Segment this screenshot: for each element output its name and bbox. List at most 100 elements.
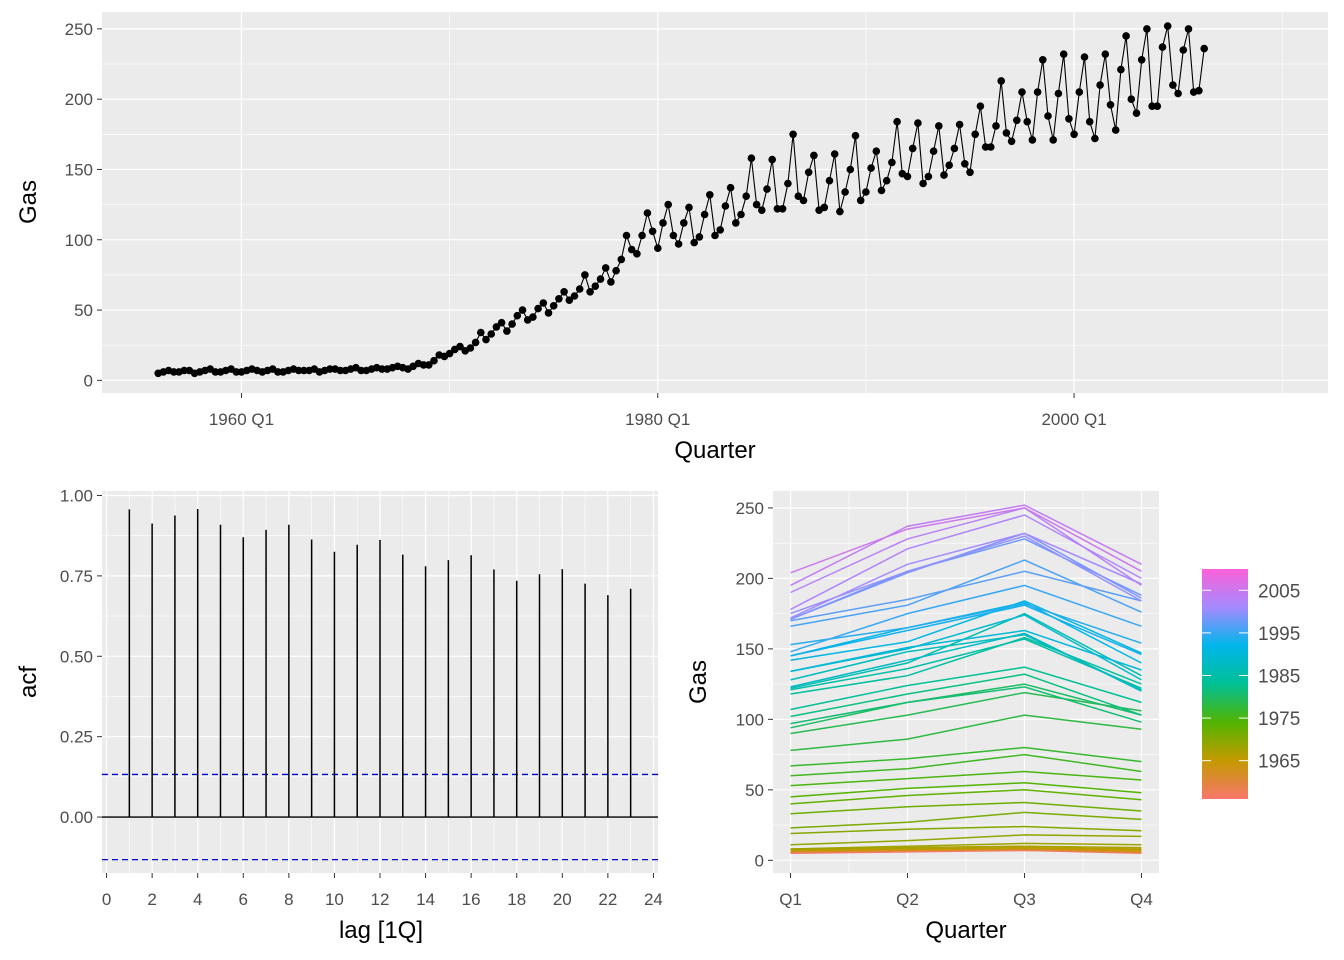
data-point bbox=[643, 209, 652, 217]
data-point bbox=[1028, 136, 1037, 144]
season-line bbox=[790, 507, 1142, 574]
data-point bbox=[1132, 109, 1141, 117]
data-point bbox=[846, 165, 855, 174]
data-point bbox=[961, 160, 969, 168]
data-point bbox=[976, 102, 985, 110]
x-tick-label: 2000 Q1 bbox=[1041, 410, 1106, 429]
data-point bbox=[492, 323, 501, 331]
season-line bbox=[790, 846, 1142, 852]
data-point bbox=[170, 368, 178, 376]
data-point bbox=[872, 147, 881, 155]
season-line bbox=[790, 532, 1142, 619]
data-point bbox=[877, 186, 886, 195]
data-point bbox=[830, 150, 839, 158]
season-line bbox=[790, 603, 1142, 646]
x-tick-label: 0 bbox=[102, 890, 111, 909]
data-point bbox=[445, 349, 454, 358]
x-tick-label: 6 bbox=[239, 890, 248, 909]
legend-label: 1995 bbox=[1258, 624, 1300, 645]
data-point bbox=[232, 368, 241, 376]
y-tick-label: 0 bbox=[84, 371, 93, 390]
data-point bbox=[763, 185, 771, 193]
data-point bbox=[622, 231, 631, 240]
data-point bbox=[882, 176, 891, 185]
data-point bbox=[997, 77, 1005, 85]
x-tick-label: 10 bbox=[325, 890, 344, 909]
data-point bbox=[726, 183, 735, 192]
data-point bbox=[1091, 134, 1099, 143]
season-line bbox=[790, 691, 1142, 735]
data-point bbox=[747, 154, 756, 162]
y-tick-label: 0.75 bbox=[60, 567, 93, 586]
data-point bbox=[856, 196, 865, 205]
x-tick-label: 18 bbox=[507, 890, 526, 909]
x-tick-label: 2 bbox=[147, 890, 156, 909]
data-point bbox=[789, 130, 797, 139]
data-point bbox=[430, 356, 438, 365]
data-point bbox=[810, 151, 818, 160]
data-point bbox=[851, 131, 860, 140]
data-point bbox=[477, 328, 485, 337]
data-point bbox=[1184, 25, 1193, 33]
season-line bbox=[790, 782, 1142, 798]
data-point bbox=[862, 188, 870, 196]
data-point bbox=[732, 219, 740, 227]
season-line bbox=[790, 746, 1142, 767]
data-point bbox=[695, 233, 704, 241]
season-line bbox=[790, 629, 1142, 673]
y-tick-label: 150 bbox=[65, 160, 93, 179]
data-point bbox=[820, 203, 829, 212]
data-point bbox=[1143, 25, 1151, 33]
data-point bbox=[669, 231, 678, 240]
data-point bbox=[971, 130, 979, 139]
data-point bbox=[1023, 117, 1031, 126]
x-tick-label: 24 bbox=[644, 890, 663, 909]
y-tick-label: 50 bbox=[74, 301, 93, 320]
y-tick-label: 0.25 bbox=[60, 728, 93, 747]
season-line bbox=[790, 666, 1142, 711]
season-line bbox=[790, 834, 1142, 846]
data-point bbox=[211, 368, 220, 376]
season-line bbox=[790, 507, 1142, 594]
data-point bbox=[513, 311, 522, 320]
data-point bbox=[555, 295, 563, 303]
data-point bbox=[981, 143, 990, 151]
data-point bbox=[1018, 88, 1026, 96]
season-line bbox=[790, 789, 1142, 805]
data-point bbox=[300, 366, 308, 375]
time-plot-panel: 0 50 100 150 200 250 1960 Q1 1980 Q1 2000 Q1 Qua… bbox=[15, 12, 1328, 464]
data-point bbox=[711, 231, 719, 240]
data-point bbox=[992, 122, 1000, 130]
data-point bbox=[1148, 102, 1156, 110]
season-line bbox=[790, 842, 1142, 850]
data-point bbox=[685, 203, 693, 212]
legend-label: 1975 bbox=[1258, 709, 1300, 730]
data-point bbox=[419, 361, 428, 369]
data-point bbox=[966, 168, 974, 177]
data-point bbox=[841, 188, 849, 196]
data-point bbox=[1200, 44, 1208, 53]
data-point bbox=[1044, 112, 1052, 120]
season-plot-panel: 0 50 100 150 200 250 Q1 Q2 Q3 Q4 Quarter Gas 2005… bbox=[685, 491, 1300, 944]
season-line bbox=[790, 673, 1142, 718]
data-point bbox=[534, 304, 542, 313]
data-point bbox=[1127, 95, 1136, 103]
data-point bbox=[935, 122, 943, 130]
data-point bbox=[1174, 89, 1182, 98]
x-tick-label: Q2 bbox=[896, 890, 919, 909]
data-point bbox=[471, 338, 480, 347]
data-point bbox=[638, 231, 646, 240]
season-line bbox=[790, 600, 1142, 661]
data-point bbox=[336, 366, 345, 375]
data-point bbox=[1070, 130, 1078, 139]
season-line bbox=[790, 604, 1142, 657]
data-point bbox=[1013, 116, 1021, 125]
season-plot-x-axis-label: Quarter bbox=[925, 917, 1006, 944]
data-point bbox=[508, 320, 516, 328]
acf-plot-x-axis-label: lag [1Q] bbox=[339, 917, 423, 944]
season-line bbox=[790, 770, 1142, 787]
season-line bbox=[790, 632, 1142, 692]
data-point bbox=[1085, 117, 1094, 126]
data-point bbox=[908, 144, 917, 153]
